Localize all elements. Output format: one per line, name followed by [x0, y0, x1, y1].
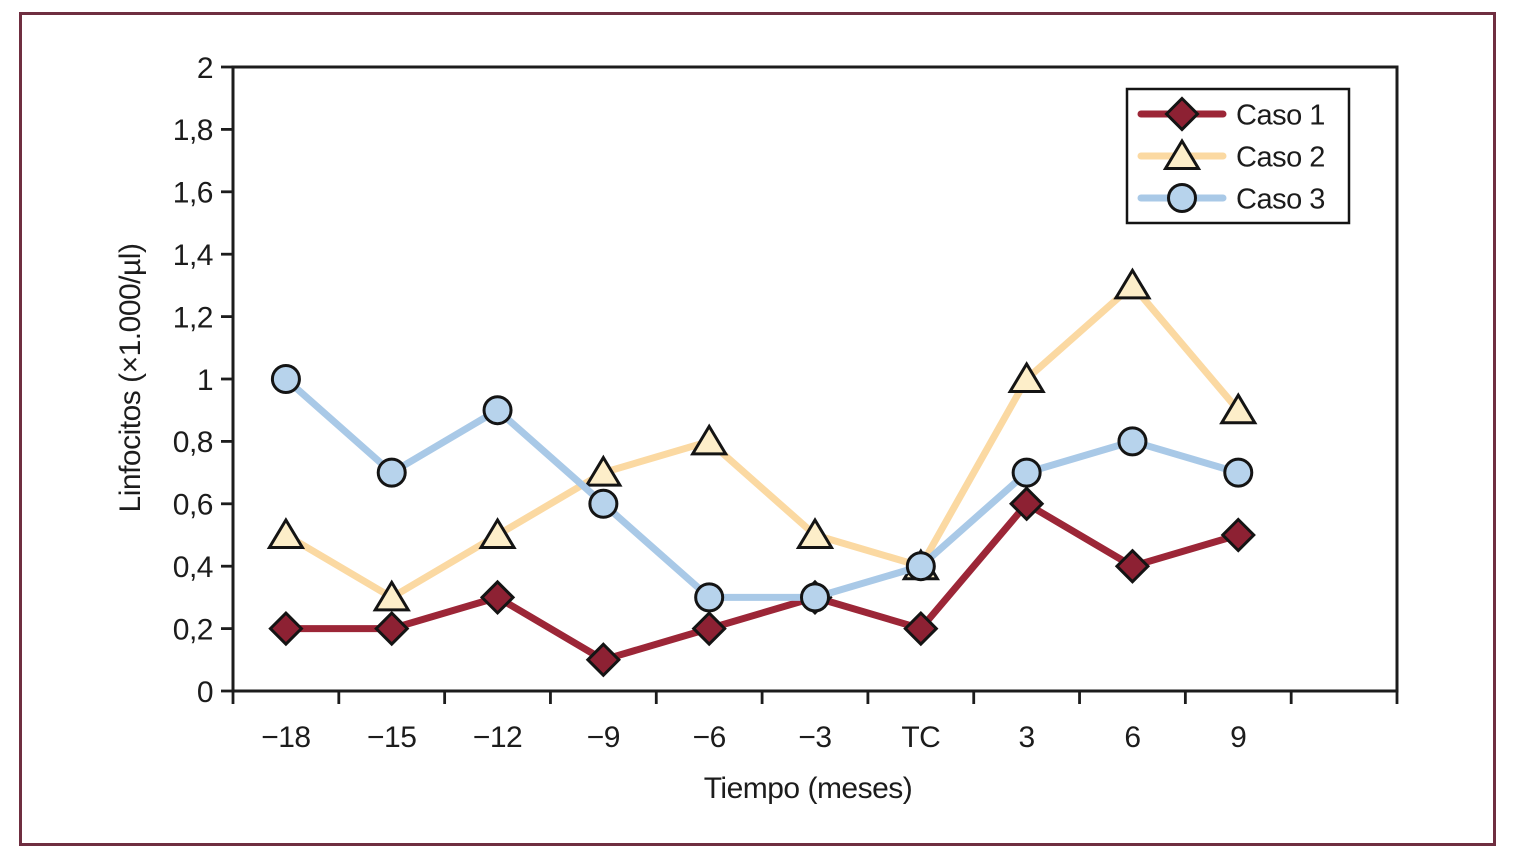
x-axis-tick-label: −3: [798, 721, 831, 754]
series-caso-2-triangle-marker-icon: [795, 517, 835, 549]
series-caso-1-diamond-marker-icon: [691, 610, 727, 647]
series-caso-2-triangle-marker-icon: [1113, 267, 1152, 300]
series-caso-3-circle-marker-icon: [1011, 457, 1042, 488]
series-caso-3-circle-marker-icon: [905, 551, 936, 582]
legend-label-caso-3: Caso 3: [1236, 183, 1325, 215]
x-axis-tick-label: −15: [367, 721, 416, 754]
series-line-caso-3: [282, 375, 1242, 601]
series-caso-1-diamond-marker-icon: [1009, 486, 1045, 522]
y-axis-tick-label: 0: [197, 676, 213, 709]
series-caso-3-circle-marker-icon: [1223, 457, 1254, 488]
y-axis-tick-label: 1,8: [173, 114, 213, 147]
x-axis-tick-label: 9: [1230, 721, 1246, 754]
series-caso-1-diamond-marker-icon: [903, 610, 939, 647]
y-axis-tick-label: 0,8: [173, 426, 213, 459]
y-axis-tick-label: 0,2: [173, 613, 213, 646]
legend-caso-3-circle-marker-icon: [1167, 183, 1197, 213]
x-axis-tick-label: TC: [901, 721, 940, 754]
y-axis-tick-label: 0,4: [173, 551, 213, 584]
series-caso-3-circle-marker-icon: [1117, 426, 1148, 457]
series-caso-3-circle-marker-icon: [482, 395, 513, 426]
series-caso-1-diamond-marker-icon: [479, 579, 516, 616]
x-axis-tick-label: −9: [587, 721, 620, 754]
series-caso-2-triangle-marker-icon: [266, 517, 306, 549]
y-axis-tick-label: 1,4: [173, 239, 213, 272]
y-axis-tick-label: 1,2: [173, 301, 213, 334]
series-caso-2-triangle-marker-icon: [1219, 392, 1258, 425]
x-axis-tick-label: −12: [473, 721, 522, 754]
legend-label-caso-2: Caso 2: [1236, 141, 1325, 173]
legend-label-caso-1: Caso 1: [1236, 99, 1325, 131]
series-caso-2-triangle-marker-icon: [478, 517, 517, 549]
x-axis-tick-label: 3: [1019, 721, 1035, 754]
series-line-caso-2: [282, 281, 1242, 601]
y-axis-tick-label: 2: [197, 52, 213, 85]
series-caso-1-diamond-marker-icon: [1114, 548, 1151, 584]
x-axis-tick-label: −6: [693, 721, 726, 754]
legend-caso-2-triangle-marker-icon: [1162, 138, 1202, 170]
series-caso-3-circle-marker-icon: [588, 488, 619, 519]
y-axis-tick-label: 0,6: [173, 489, 213, 522]
series-caso-1-diamond-marker-icon: [268, 610, 304, 647]
x-axis-tick-label: 6: [1124, 721, 1140, 754]
series-caso-1-diamond-marker-icon: [374, 610, 410, 647]
series-caso-2-triangle-marker-icon: [372, 579, 411, 612]
series-caso-2-triangle-marker-icon: [690, 423, 729, 456]
x-axis-tick-label: −18: [261, 721, 310, 754]
y-axis-title: Linfocitos (×1.000/µl): [114, 243, 147, 513]
series-caso-3-circle-marker-icon: [270, 364, 301, 394]
series-line-caso-1: [282, 500, 1242, 664]
y-axis-tick-label: 1: [197, 364, 213, 397]
x-axis-title: Tiempo (meses): [703, 772, 913, 805]
legend-caso-1-diamond-marker-icon: [1164, 96, 1200, 132]
y-axis-tick-label: 1,6: [173, 177, 213, 210]
series-caso-3-circle-marker-icon: [694, 582, 725, 613]
series-caso-2-triangle-marker-icon: [584, 454, 623, 487]
series-caso-2-triangle-marker-icon: [1007, 361, 1046, 393]
series-caso-1-diamond-marker-icon: [585, 642, 621, 678]
series-caso-1-diamond-marker-icon: [1220, 517, 1256, 553]
series-caso-3-circle-marker-icon: [376, 457, 407, 488]
series-caso-3-circle-marker-icon: [800, 582, 830, 613]
